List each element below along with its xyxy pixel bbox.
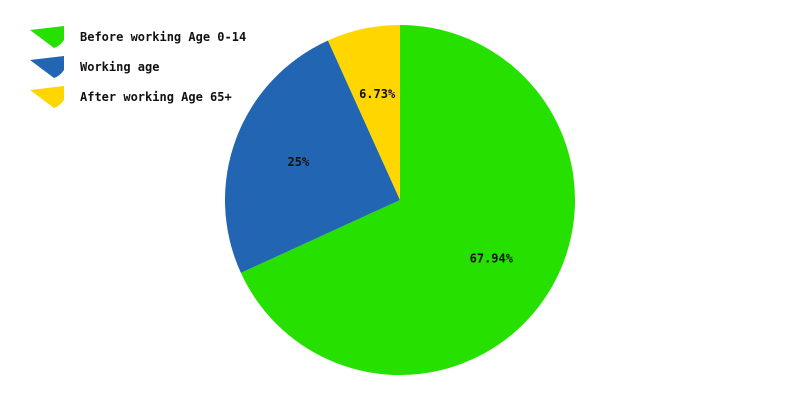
slice-label-before-working-age-0-14: 67.94% <box>470 252 514 266</box>
pie-slices <box>225 25 575 375</box>
legend-swatch-before-working-age-0-14 <box>30 26 64 48</box>
slice-labels: 67.94% 25% 6.73% <box>288 87 514 266</box>
legend-item-before-working-age-0-14: Before working Age 0-14 <box>30 26 246 48</box>
legend: Before working Age 0-14 Working age After … <box>30 26 246 108</box>
legend-label-before-working-age-0-14: Before working Age 0-14 <box>80 30 246 44</box>
legend-label-working-age: Working age <box>80 60 159 74</box>
legend-item-after-working-age-65: After working Age 65+ <box>30 86 232 108</box>
pie-slice-before-working-age-0-14 <box>240 25 575 375</box>
slice-label-working-age: 25% <box>288 155 310 169</box>
legend-item-working-age: Working age <box>30 56 159 78</box>
slice-label-after-working-age-65: 6.73% <box>359 87 396 101</box>
legend-swatch-after-working-age-65 <box>30 86 64 108</box>
legend-label-after-working-age-65: After working Age 65+ <box>80 90 232 104</box>
pie-slice-working-age <box>225 40 400 273</box>
pie-slice-after-working-age-65 <box>327 25 400 200</box>
legend-swatch-working-age <box>30 56 64 78</box>
